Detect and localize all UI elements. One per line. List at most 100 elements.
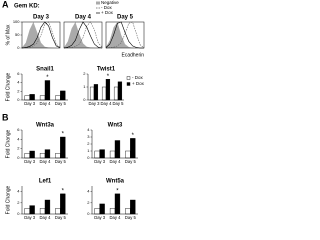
y-tick-label: 0 [17, 45, 20, 50]
bar [39, 208, 46, 215]
bar [24, 153, 30, 159]
chart-title: Lef1 [39, 179, 52, 185]
bar [105, 78, 111, 101]
bar [29, 94, 35, 101]
significance-mark: * [46, 75, 49, 81]
x-tick-label: Day 3 [89, 101, 101, 106]
bar [130, 199, 136, 215]
bar [114, 140, 121, 159]
bar [94, 150, 100, 159]
axes [91, 130, 138, 159]
legend-label: - Dox [132, 75, 144, 80]
bar [113, 86, 119, 101]
y-tick-label: 2 [83, 71, 86, 76]
y-tick-label: 0 [17, 155, 20, 160]
x-tick-label: Day 4 [40, 159, 52, 164]
panel-label: A [2, 0, 9, 9]
y-tick-label: 6 [17, 127, 20, 132]
y-tick-label: 4 [87, 127, 90, 132]
y-tick-label: 1 [83, 84, 86, 89]
legend-swatch [96, 1, 100, 5]
bar [55, 208, 61, 215]
y-tick-label: 4 [87, 189, 90, 194]
y-tick-label: 6 [17, 71, 20, 76]
bar [24, 95, 30, 101]
y-tick-label: 2 [17, 88, 20, 93]
y-tick-label: 0 [17, 211, 20, 216]
bar [93, 84, 99, 101]
x-tick-label: Day 3 [24, 159, 36, 164]
x-tick-label: Day 3 [94, 215, 106, 220]
histogram-curve [21, 21, 61, 49]
bar [114, 193, 121, 215]
x-tick-label: Day 4 [40, 101, 52, 106]
x-tick-label: Day 4 [101, 101, 113, 106]
bar [44, 149, 51, 159]
axes [87, 74, 124, 101]
significance-mark: * [116, 188, 119, 194]
bar [130, 138, 136, 159]
chart-title: Day 3 [33, 15, 50, 21]
bar [39, 153, 46, 159]
chart-title: Snail1 [36, 67, 54, 73]
chart-title: Wnt3a [36, 123, 55, 129]
chart-title: Day 5 [117, 15, 134, 21]
bar [60, 90, 66, 101]
legend-label: + Dox [101, 10, 114, 15]
y-tick-label: 0 [83, 97, 86, 102]
bar [55, 153, 61, 159]
y-tick-label: 0 [17, 97, 20, 102]
bar [44, 80, 51, 101]
significance-mark: * [107, 74, 110, 80]
histogram-curve [105, 21, 145, 49]
y-tick-label: 3 [87, 134, 90, 139]
bar [99, 203, 105, 215]
x-tick-label: Day 5 [113, 101, 125, 106]
bar [29, 205, 35, 215]
plot-frame [105, 21, 145, 49]
y-tick-label: 0 [87, 211, 90, 216]
bar [29, 150, 35, 159]
y-tick-label: 2 [87, 141, 90, 146]
chart-title: Day 4 [75, 15, 92, 21]
x-tick-label: Day 4 [40, 215, 52, 220]
axes [21, 74, 68, 101]
bar [24, 208, 30, 215]
bar [89, 86, 95, 101]
x-tick-label: Day 5 [55, 101, 67, 106]
legend-label: - Dox [101, 5, 113, 10]
significance-mark: * [62, 132, 65, 138]
y-axis-label: % of Max [5, 24, 11, 45]
histogram-curve [21, 21, 61, 49]
x-axis-label: Ecadherin [121, 52, 144, 58]
y-axis-label: Fold Change [5, 72, 11, 101]
significance-mark: * [132, 133, 135, 139]
histogram-curve [63, 21, 103, 49]
chart-title: Wnt3 [108, 123, 123, 129]
bar [109, 208, 116, 215]
histogram-curve [106, 22, 144, 48]
y-tick-label: 2 [17, 200, 20, 205]
bar [99, 149, 105, 159]
histogram-curve [64, 22, 102, 48]
plot-frame [63, 21, 103, 49]
y-tick-label: 4 [17, 136, 20, 141]
histogram-curve [22, 22, 60, 48]
y-tick-label: 100 [13, 19, 20, 24]
x-tick-label: Day 5 [125, 159, 137, 164]
y-tick-label: 4 [17, 80, 20, 85]
y-axis-label: Fold Change [5, 129, 11, 158]
x-tick-label: Day 5 [125, 215, 137, 220]
x-tick-label: Day 3 [24, 215, 36, 220]
x-tick-label: Day 3 [24, 101, 36, 106]
x-tick-label: Day 4 [110, 159, 122, 164]
x-tick-label: Day 5 [55, 159, 67, 164]
bar [44, 199, 51, 215]
y-tick-label: 50 [15, 32, 20, 37]
bar [39, 95, 46, 101]
legend-swatch [126, 82, 131, 86]
y-axis-label: Fold Change [5, 185, 11, 214]
condition-label: Gem KD: [14, 4, 40, 10]
axes [21, 130, 68, 159]
histogram-curve [105, 21, 144, 49]
